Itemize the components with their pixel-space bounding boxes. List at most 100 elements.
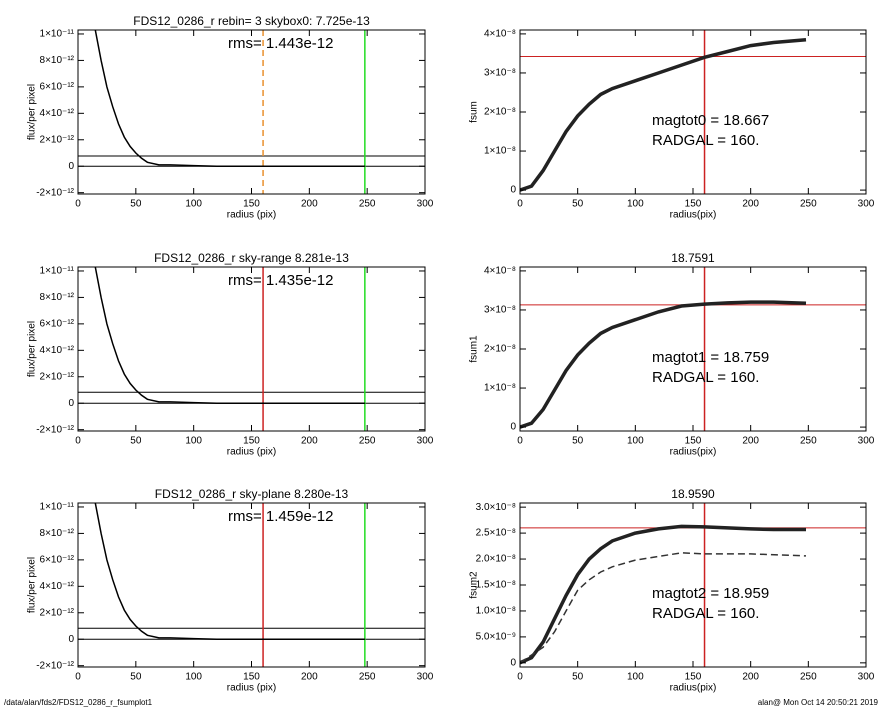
y-tick-label: 1.5×10⁻⁸	[476, 580, 516, 591]
x-tick-label: 50	[130, 436, 142, 447]
x-tick-label: 50	[572, 436, 584, 447]
y-tick-label: 0	[68, 161, 74, 172]
y-tick-label: 0	[68, 634, 74, 645]
y-tick-label: 4×10⁻¹²	[40, 345, 75, 356]
y-tick-label: -2×10⁻¹²	[36, 424, 74, 435]
chart-title: FDS12_0286_r rebin= 3 skybox0: 7.725e-13	[133, 14, 370, 28]
x-tick-label: 250	[359, 199, 376, 210]
y-tick-label: 2×10⁻⁸	[484, 107, 516, 118]
series-line	[520, 300, 807, 429]
x-axis-label: radius(pix)	[670, 210, 717, 221]
y-tick-label: -2×10⁻¹²	[36, 660, 74, 671]
series-line	[520, 552, 807, 664]
x-tick-label: 300	[858, 199, 875, 210]
series-line	[94, 30, 365, 167]
x-tick-label: 50	[572, 672, 584, 683]
annotation: RADGAL = 160.	[652, 605, 759, 622]
x-tick-label: 300	[417, 199, 434, 210]
series-line	[94, 503, 365, 640]
x-tick-label: 0	[517, 672, 523, 683]
x-axis-label: radius(pix)	[670, 683, 717, 694]
y-tick-label: 4×10⁻¹²	[40, 581, 75, 592]
series-line	[520, 38, 807, 192]
x-tick-label: 150	[243, 672, 260, 683]
x-tick-label: 100	[627, 199, 644, 210]
y-tick-label: 6×10⁻¹²	[40, 82, 75, 93]
x-tick-label: 0	[517, 199, 523, 210]
y-axis-label: flux/per pixel	[27, 84, 38, 140]
x-tick-label: 50	[572, 199, 584, 210]
y-tick-label: 5.0×10⁻⁹	[476, 632, 516, 643]
plot-area	[78, 30, 425, 194]
y-tick-label: 8×10⁻¹²	[40, 292, 75, 303]
x-tick-label: 50	[130, 672, 142, 683]
x-tick-label: 200	[742, 199, 759, 210]
x-tick-label: 300	[858, 436, 875, 447]
y-tick-label: 2×10⁻⁸	[484, 344, 516, 355]
y-tick-label: 1×10⁻¹¹	[40, 502, 75, 513]
y-tick-label: 2×10⁻¹²	[40, 371, 75, 382]
x-tick-label: 200	[742, 436, 759, 447]
y-tick-label: 2×10⁻¹²	[40, 607, 75, 618]
y-axis-label: fsum1	[469, 335, 480, 363]
plot-area	[520, 267, 866, 431]
footer-left: /data/alan/fds2/FDS12_0286_r_fsumplot1	[4, 698, 153, 707]
x-tick-label: 150	[243, 436, 260, 447]
y-tick-label: 2.5×10⁻⁸	[476, 528, 516, 539]
x-tick-label: 250	[800, 199, 817, 210]
footer-right: alan@ Mon Oct 14 20:50:21 2019	[758, 698, 879, 707]
annotation: magtot0 = 18.667	[652, 112, 769, 129]
x-tick-label: 250	[800, 436, 817, 447]
x-tick-label: 150	[685, 436, 702, 447]
frame	[77, 502, 426, 668]
annotation: rms= 1.459e-12	[228, 508, 333, 525]
plot-area	[78, 503, 425, 667]
y-tick-label: 6×10⁻¹²	[40, 319, 75, 330]
x-tick-label: 300	[858, 672, 875, 683]
y-tick-label: 1×10⁻⁸	[484, 146, 516, 157]
x-tick-label: 150	[685, 672, 702, 683]
x-axis-label: radius(pix)	[670, 447, 717, 458]
y-tick-label: 1×10⁻⁸	[484, 383, 516, 394]
y-axis-label: flux/per pixel	[27, 557, 38, 613]
x-tick-label: 100	[627, 672, 644, 683]
series-line	[520, 524, 806, 665]
chart-title: FDS12_0286_r sky-plane 8.280e-13	[155, 487, 349, 501]
x-tick-label: 100	[185, 436, 202, 447]
x-axis-label: radius (pix)	[227, 683, 276, 694]
x-tick-label: 100	[627, 436, 644, 447]
x-tick-label: 300	[417, 672, 434, 683]
y-tick-label: 2×10⁻¹²	[40, 134, 75, 145]
y-axis-label: flux/per pixel	[27, 321, 38, 377]
y-tick-label: 4×10⁻⁸	[484, 29, 516, 40]
chart-title: 18.7591	[671, 251, 715, 265]
y-tick-label: 6×10⁻¹²	[40, 555, 75, 566]
x-tick-label: 200	[301, 199, 318, 210]
y-tick-label: 3.0×10⁻⁸	[476, 502, 516, 513]
x-tick-label: 100	[185, 199, 202, 210]
plot-area	[520, 30, 866, 194]
x-tick-label: 0	[75, 672, 81, 683]
y-tick-label: 8×10⁻¹²	[40, 528, 75, 539]
x-axis-label: radius (pix)	[227, 447, 276, 458]
x-tick-label: 0	[517, 436, 523, 447]
annotation: rms= 1.435e-12	[228, 272, 333, 289]
y-tick-label: 4×10⁻¹²	[40, 108, 75, 119]
y-tick-label: 3×10⁻⁸	[484, 305, 516, 316]
x-tick-label: 150	[243, 199, 260, 210]
y-tick-label: 0	[510, 185, 516, 196]
y-tick-label: 1×10⁻¹¹	[40, 29, 75, 40]
x-tick-label: 0	[75, 436, 81, 447]
annotation: rms= 1.443e-12	[228, 35, 333, 52]
y-tick-label: -2×10⁻¹²	[36, 187, 74, 198]
x-tick-label: 150	[685, 199, 702, 210]
chart-title: FDS12_0286_r sky-range 8.281e-13	[154, 251, 349, 265]
plot-area	[78, 267, 425, 431]
x-tick-label: 0	[75, 199, 81, 210]
x-tick-label: 250	[359, 672, 376, 683]
x-tick-label: 200	[742, 672, 759, 683]
y-tick-label: 2.0×10⁻⁸	[476, 554, 516, 565]
x-tick-label: 300	[417, 436, 434, 447]
y-tick-label: 8×10⁻¹²	[40, 55, 75, 66]
y-tick-label: 1×10⁻¹¹	[40, 266, 75, 277]
